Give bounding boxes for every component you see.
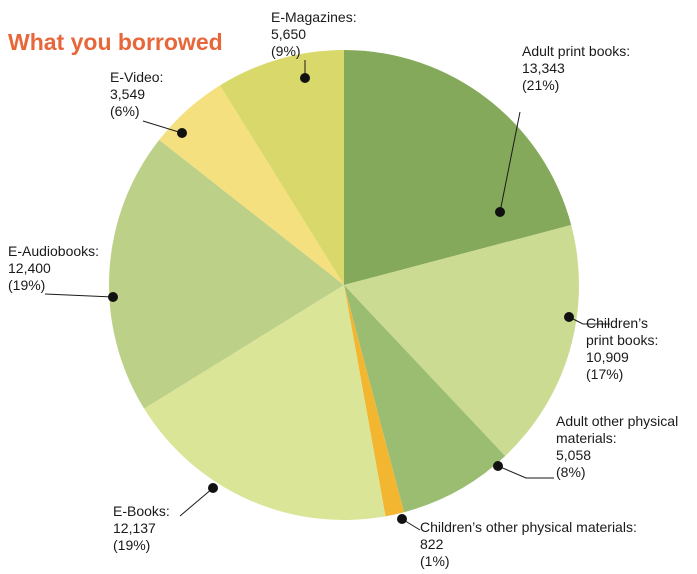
pie-slice (109, 139, 344, 409)
pie-slice (159, 85, 344, 285)
leader-dot (108, 292, 118, 302)
slice-label: E-Audiobooks: 12,400 (19%) (8, 243, 99, 293)
leader-line (497, 465, 554, 479)
leader-line (499, 111, 521, 213)
leader-dot (493, 461, 503, 471)
pie-slice (344, 225, 579, 457)
pie-slice (144, 285, 386, 521)
slice-label: Children’s print books: 10,909 (17%) (586, 315, 658, 382)
leader-lines (44, 60, 610, 531)
leader-dot (208, 483, 218, 493)
slice-label: E-Books: 12,137 (19%) (113, 503, 170, 553)
pie-slice (344, 285, 404, 517)
slice-label: E-Video: 3,549 (6%) (110, 69, 163, 119)
leader-line (179, 487, 214, 517)
slice-label: Adult other physical materials: 5,058 (8%) (556, 413, 678, 480)
leader-dot (300, 73, 310, 83)
pie-slices (109, 50, 579, 521)
pie-slice (344, 50, 572, 285)
leader-line (142, 120, 183, 134)
leader-dot (397, 514, 407, 524)
leader-dot (177, 128, 187, 138)
slice-label: E-Magazines: 5,650 (9%) (271, 9, 357, 59)
pie-slice (220, 50, 344, 285)
pie-slice (344, 285, 506, 513)
slice-label: Children’s other physical materials: 822(… (420, 519, 637, 569)
slice-labels: Adult print books: 13,343 (21%) Children’s p… (8, 9, 678, 569)
leader-dot (564, 312, 574, 322)
leader-dot (495, 207, 505, 217)
leader-line (568, 316, 610, 325)
chart-title: What you borrowed (8, 29, 223, 55)
slice-label: Adult print books: 13,343 (21%) (522, 43, 630, 93)
leader-line (44, 293, 114, 298)
